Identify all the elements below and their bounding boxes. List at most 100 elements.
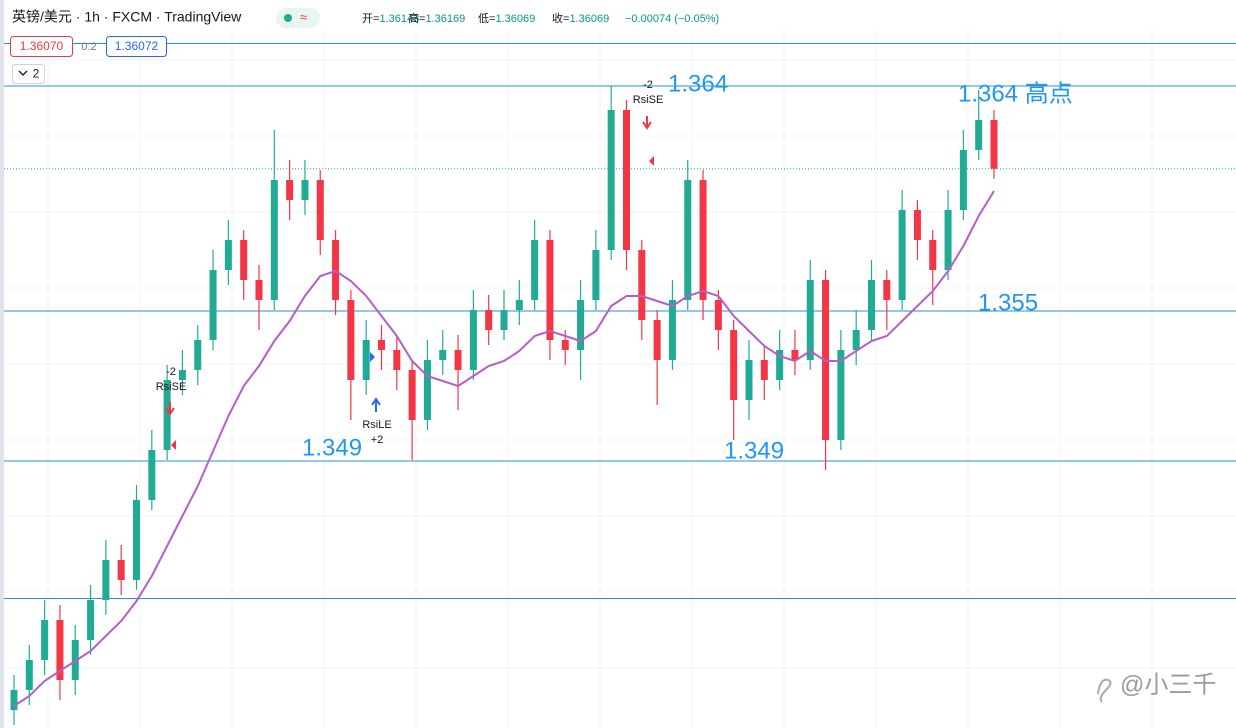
ohlc-value: 1.36069: [569, 13, 609, 25]
ohlc-item: −0.00074 (−0.05%): [625, 13, 719, 25]
sell-price[interactable]: 1.36070: [20, 39, 64, 53]
candle-body: [178, 370, 186, 380]
candle-body: [699, 180, 707, 300]
candle-body: [531, 240, 539, 300]
ohlc-item: 开=1.36143: [362, 13, 419, 25]
candle-body: [133, 500, 140, 580]
candle-body: [286, 180, 294, 200]
candle-body: [684, 180, 692, 300]
signal-triangle: [171, 440, 176, 450]
indicator-count[interactable]: 2: [33, 67, 40, 81]
candle-body: [577, 300, 585, 350]
candle-body: [316, 180, 324, 240]
ohlc-item: 收=1.36069: [552, 11, 609, 25]
candle-body: [362, 340, 370, 380]
watermark: @小三千: [1120, 671, 1216, 698]
candle-body: [378, 340, 385, 350]
left-toolbar-edge: [0, 0, 4, 728]
ohlc-item: 高=1.36169: [408, 11, 465, 25]
candle-body: [423, 360, 431, 420]
grid: [4, 30, 1236, 728]
candle-body: [163, 380, 171, 450]
chevron: [18, 70, 28, 76]
candle-body: [240, 240, 248, 280]
candle-body: [745, 360, 753, 400]
ohlc-value: −0.00074 (−0.05%): [625, 13, 719, 25]
candle-body: [959, 150, 967, 210]
candle-body: [638, 250, 646, 320]
candle-body: [561, 340, 569, 350]
candle-body: [500, 310, 508, 330]
candle-body: [408, 370, 416, 420]
candle-body: [852, 330, 860, 350]
candle-body: [87, 600, 95, 640]
indicator-toggle[interactable]: [12, 64, 45, 84]
buy-price[interactable]: 1.36072: [115, 39, 159, 53]
ohlc-key: 低=: [478, 12, 495, 25]
status-pill: [276, 8, 320, 28]
ohlc-key: 开=: [362, 13, 379, 25]
candle-body: [270, 180, 278, 300]
ohlc-value: 1.36169: [425, 13, 465, 25]
candle-body: [607, 110, 615, 250]
candle-body: [301, 180, 309, 200]
candle-body: [868, 280, 875, 330]
candle-body: [41, 620, 49, 660]
candle-body: [469, 310, 477, 370]
signal-label: RsiLE: [362, 419, 391, 431]
signal-label: RsiSE: [633, 94, 664, 106]
ma-line: [13, 190, 995, 707]
candle-body: [393, 350, 401, 370]
candle-body: [944, 210, 952, 270]
candle-body: [255, 280, 263, 300]
candle-body: [760, 360, 768, 380]
ohlc-value: 1.36143: [379, 13, 419, 25]
watermark-icon: [1097, 678, 1112, 703]
status-icon: ≈: [300, 9, 307, 24]
candle-body: [883, 280, 891, 300]
candle-body: [837, 350, 845, 440]
annotation: 1.355: [978, 289, 1038, 316]
candle-body: [791, 350, 799, 360]
candle-body: [56, 620, 64, 680]
candle-body: [730, 330, 738, 400]
signal-arrow: [642, 116, 652, 130]
candle-body: [653, 320, 661, 360]
annotation: 1.349: [302, 434, 362, 461]
levels: [4, 43, 1236, 599]
signal-qty: +2: [371, 434, 384, 446]
signal-qty: -2: [166, 366, 176, 378]
ohlc-value: 1.36069: [495, 13, 535, 25]
ohlc-item: 低=1.36069: [478, 12, 535, 25]
candle-body: [929, 240, 937, 270]
candle-body: [975, 120, 983, 150]
buy-box[interactable]: [106, 36, 167, 57]
candle-body: [990, 120, 998, 169]
candle-body: [714, 300, 722, 330]
candle-body: [347, 300, 355, 380]
candle-body: [224, 240, 232, 270]
annotation: 1.349: [724, 437, 784, 464]
signal-triangle: [370, 352, 375, 362]
candle-body: [913, 210, 921, 240]
candle-body: [10, 690, 18, 710]
signal-arrow: [371, 397, 381, 412]
candle-body: [806, 280, 814, 360]
overlay: 1.364 1.364 高点 1.355 1.349 1.349 -2 RsiSE RsiLE…: [156, 70, 1073, 464]
signal-arrow: [165, 402, 175, 416]
candle-body: [485, 310, 493, 330]
candle-body: [898, 210, 906, 300]
signal-qty: -2: [643, 79, 653, 91]
candle-body: [515, 300, 523, 310]
candle-body: [117, 560, 125, 580]
candle-body: [623, 110, 630, 250]
ohlc-key: 高=: [408, 11, 425, 25]
annotation: 1.364: [668, 70, 728, 97]
signal-triangle: [649, 156, 654, 166]
sell-box[interactable]: [10, 36, 73, 57]
candle-body: [668, 300, 676, 360]
signal-label: RsiSE: [156, 381, 187, 393]
